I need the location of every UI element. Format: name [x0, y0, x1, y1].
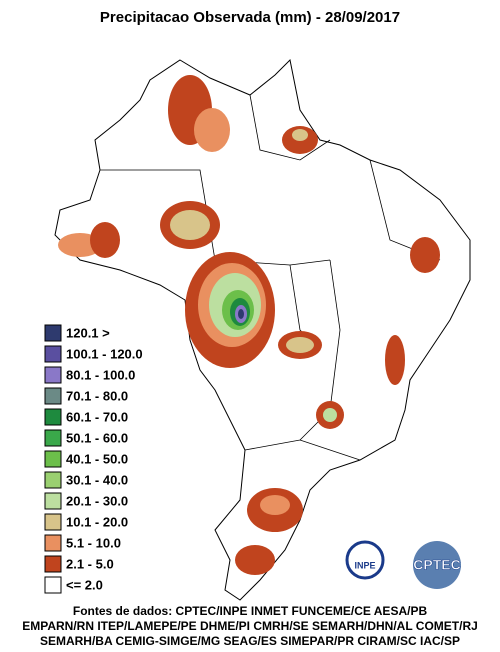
- source-line: Fontes de dados: CPTEC/INPE INMET FUNCEM…: [73, 604, 428, 618]
- title: Precipitacao Observada (mm) - 28/09/2017: [100, 9, 400, 26]
- legend-label: 20.1 - 30.0: [66, 493, 128, 508]
- legend-swatch: [44, 450, 62, 468]
- legend-label: 2.1 - 5.0: [66, 556, 114, 571]
- legend-swatch: [44, 471, 62, 489]
- source-line: EMPARN/RN ITEP/LAMEPE/PE DHME/PI CMRH/SE…: [22, 619, 478, 633]
- legend-swatch: [44, 513, 62, 531]
- source-line: SEMARH/BA CEMIG-SIMGE/MG SEAG/ES SIMEPAR…: [40, 634, 460, 647]
- legend-swatch: [44, 492, 62, 510]
- state-borders: [100, 94, 441, 461]
- legend-label: 100.1 - 120.0: [66, 346, 143, 361]
- legend-swatch: [44, 534, 62, 552]
- precip-areas: [58, 75, 440, 575]
- legend-label: 70.1 - 80.0: [66, 388, 128, 403]
- cptec-logo: CPTEC: [413, 557, 460, 573]
- legend-label: 30.1 - 40.0: [66, 472, 128, 487]
- legend-swatch: [44, 555, 62, 573]
- legend-label: <= 2.0: [66, 577, 103, 592]
- inpe-logo-ring: [345, 540, 385, 580]
- legend-label: 120.1 >: [66, 325, 110, 340]
- cptec-globe: [413, 541, 461, 589]
- legend-swatch: [44, 429, 62, 447]
- legend-label: 50.1 - 60.0: [66, 430, 128, 445]
- map: [54, 58, 471, 601]
- legend-label: 60.1 - 70.0: [66, 409, 128, 424]
- inpe-logo: INPE: [354, 560, 375, 570]
- legend-label: 40.1 - 50.0: [66, 451, 128, 466]
- legend-label: 10.1 - 20.0: [66, 514, 128, 529]
- legend-swatch: [44, 576, 62, 594]
- legend-swatch: [44, 366, 62, 384]
- legend-swatch: [44, 324, 62, 342]
- legend: 120.1 > 100.1 - 120.0 80.1 - 100.0 70.1 - 8…: [44, 324, 143, 594]
- legend-swatch: [44, 408, 62, 426]
- logos: INPE CPTEC: [345, 540, 461, 589]
- legend-swatch: [44, 345, 62, 363]
- sources: Fontes de dados: CPTEC/INPE INMET FUNCEM…: [22, 604, 478, 648]
- legend-swatch: [44, 387, 62, 405]
- legend-label: 5.1 - 10.0: [66, 535, 121, 550]
- legend-label: 80.1 - 100.0: [66, 367, 135, 382]
